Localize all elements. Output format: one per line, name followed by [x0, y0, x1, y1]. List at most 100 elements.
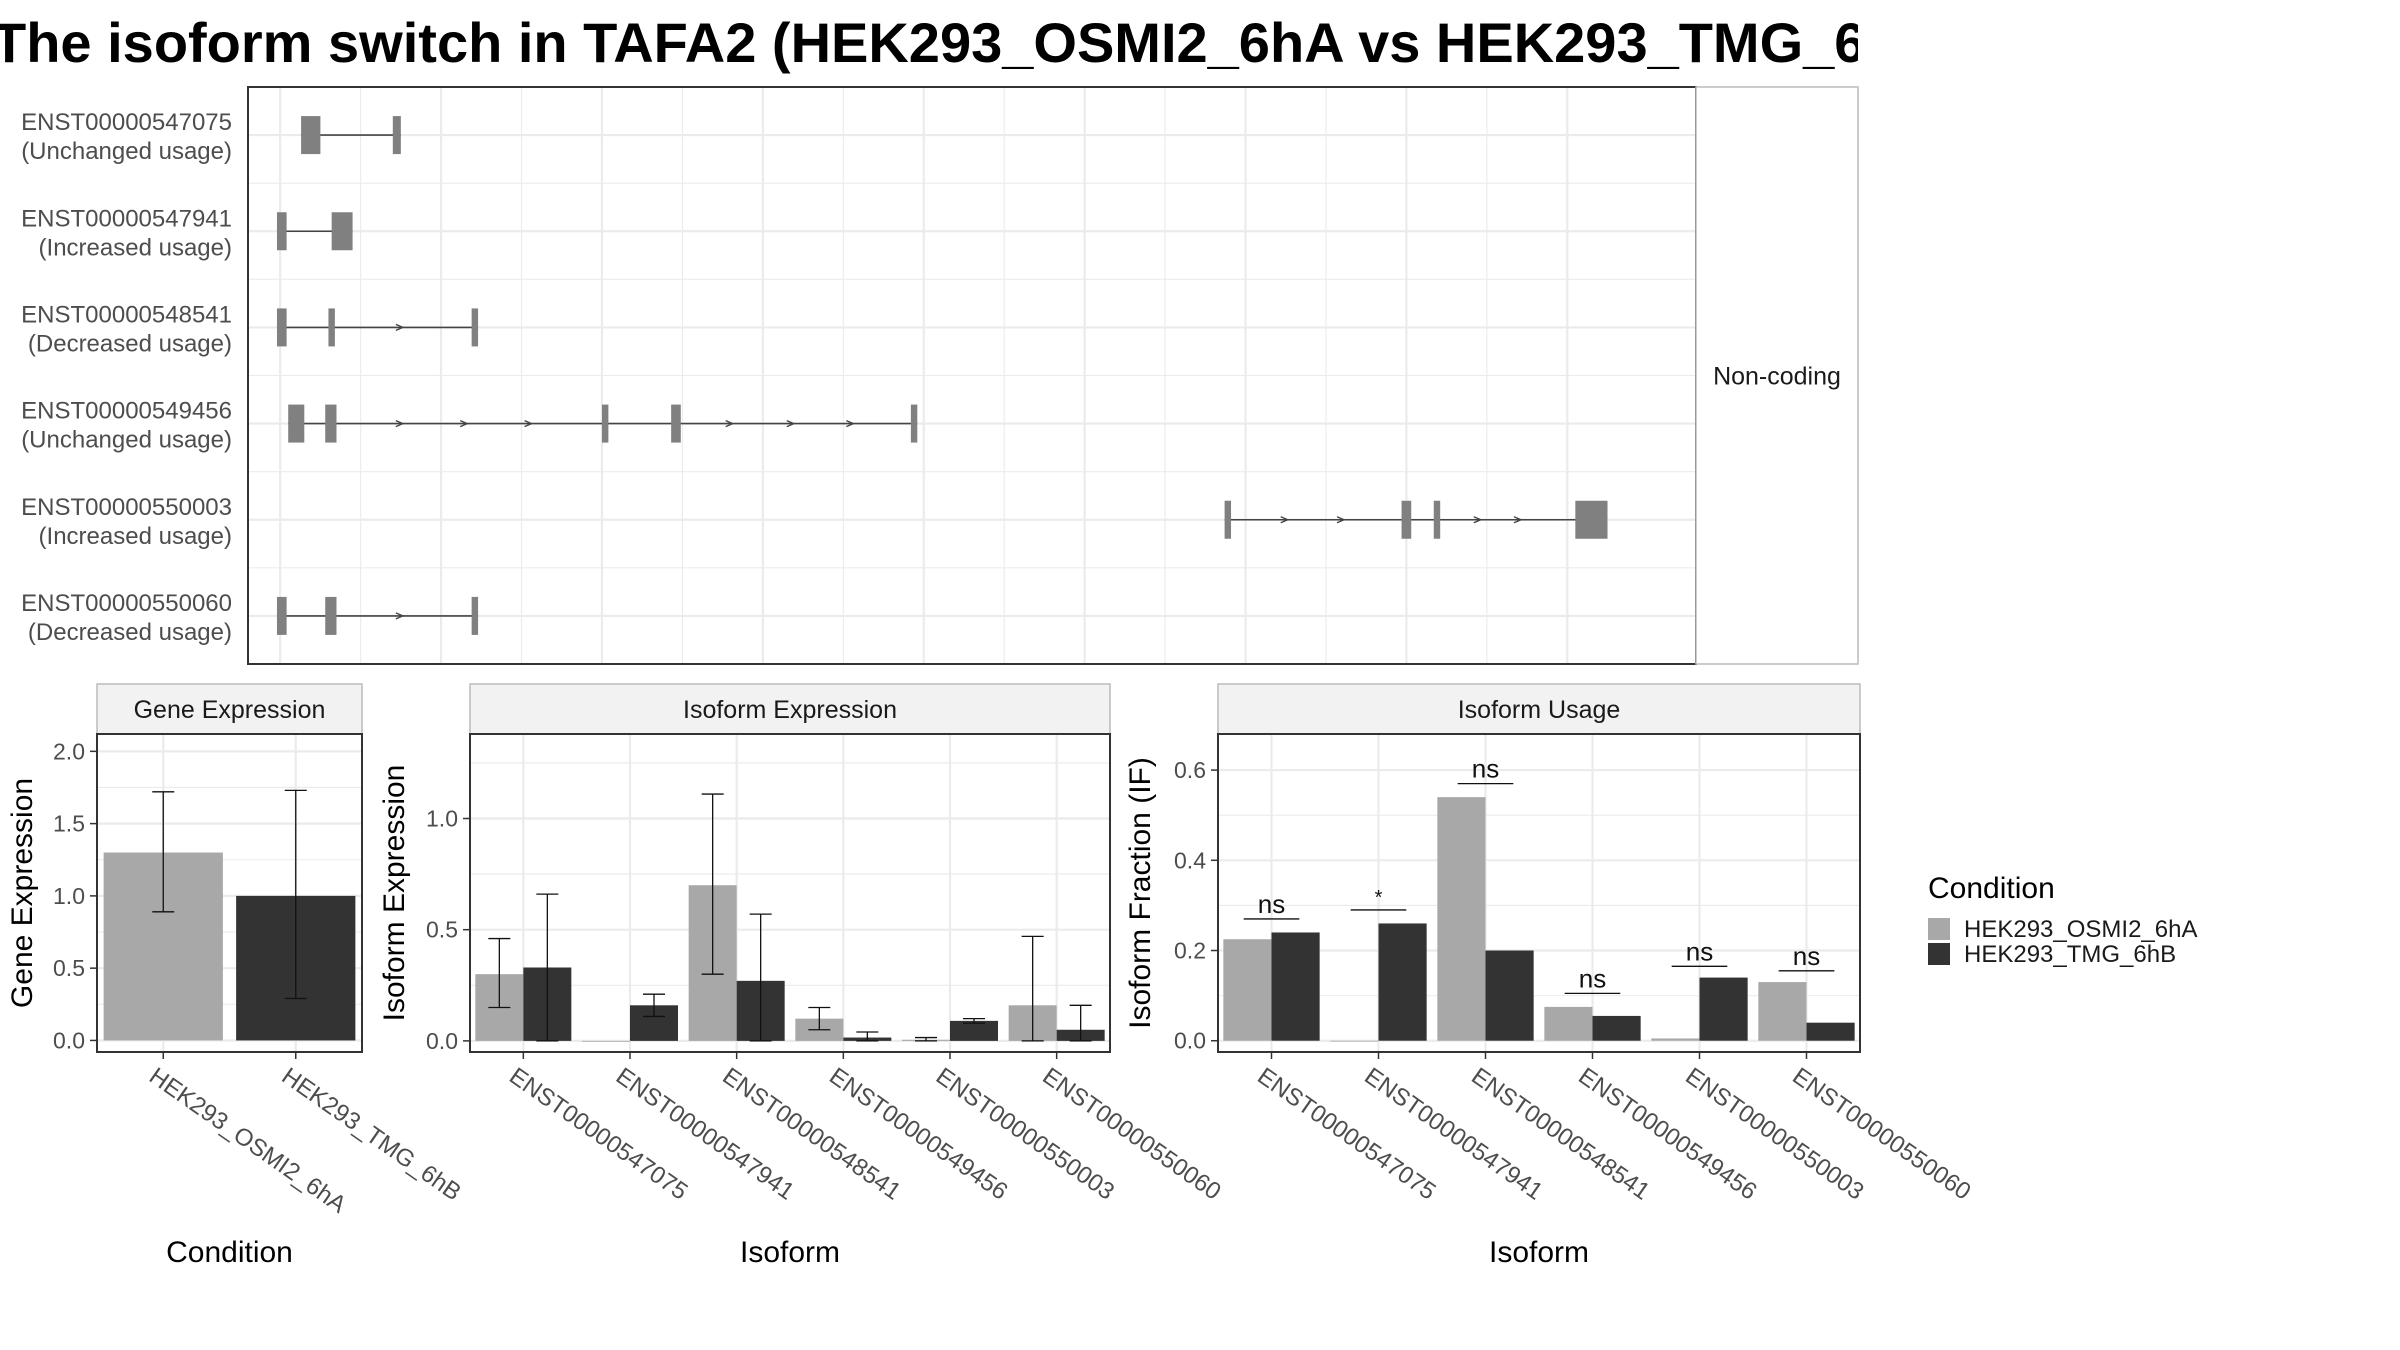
transcript-usage-label: (Decreased usage): [28, 330, 232, 357]
exon-block: [301, 116, 321, 155]
strand-arrow: [459, 419, 469, 428]
y-tick-label: 0.4: [1174, 847, 1206, 873]
x-axis-title: Isoform: [1489, 1236, 1589, 1269]
panel-strip: [96, 683, 363, 735]
y-axis-title: Isoform Fraction (IF): [1124, 757, 1157, 1029]
significance-label: ns: [1686, 936, 1713, 966]
exon-block: [671, 404, 681, 443]
y-axis-title: Gene Expression: [6, 778, 39, 1008]
legend-label: HEK293_TMG_6hB: [1964, 941, 2176, 968]
y-tick-label: 0.5: [426, 917, 458, 943]
x-tick-label: ENST00000547075: [504, 1063, 692, 1206]
facet-strip: [1695, 86, 1859, 665]
figure-title: The isoform switch in TAFA2 (HEK293_OSMI…: [0, 11, 1858, 74]
transcript-ENST00000547075: [301, 116, 401, 155]
x-tick-label: ENST00000549456: [1573, 1063, 1761, 1206]
y-tick-label: 1.0: [53, 883, 85, 909]
strand-arrow: [1473, 516, 1483, 524]
transcript-usage-label: (Unchanged usage): [21, 138, 232, 165]
exon-block: [601, 404, 609, 443]
bar: [582, 1040, 630, 1042]
x-tick-label: ENST00000550060: [1038, 1063, 1226, 1206]
transcript-ENST00000547941: [276, 212, 353, 251]
y-tick-label: 0.5: [53, 955, 85, 981]
transcript-usage-label: (Unchanged usage): [21, 427, 232, 454]
strand-arrow: [395, 419, 405, 428]
bar: [1806, 1022, 1855, 1041]
exon-block: [328, 308, 335, 347]
significance-label: ns: [1579, 963, 1606, 993]
transcript-id-label: ENST00000550060: [21, 590, 232, 617]
y-tick-label: 0.0: [1174, 1028, 1206, 1054]
bar: [1378, 923, 1427, 1041]
x-tick-label: ENST00000547941: [1359, 1063, 1547, 1206]
bar: [1699, 977, 1748, 1041]
exon-block: [392, 116, 401, 155]
facet-strip-label: Non-coding: [1713, 363, 1841, 391]
bar: [950, 1020, 998, 1041]
panel-title: Isoform Usage: [1458, 696, 1621, 724]
exon-block: [288, 404, 305, 443]
bar: [1437, 797, 1486, 1041]
x-tick-label: ENST00000547941: [611, 1063, 799, 1206]
bar: [1651, 1038, 1700, 1041]
strand-arrow: [395, 323, 405, 332]
strand-arrow: [395, 612, 405, 620]
y-tick-label: 1.0: [426, 806, 458, 832]
significance-label: ns: [1472, 754, 1499, 784]
exon-block: [471, 308, 479, 347]
significance-label: ns: [1258, 889, 1285, 919]
panel-title: Gene Expression: [134, 696, 326, 724]
exon-block: [276, 212, 287, 251]
transcript-usage-label: (Decreased usage): [28, 619, 232, 646]
x-axis-title: Isoform: [740, 1236, 840, 1269]
y-axis-title: Isoform Expression: [378, 765, 411, 1022]
transcript-id-label: ENST00000547075: [21, 109, 232, 136]
strand-arrow: [1336, 516, 1346, 524]
x-tick-label: ENST00000550060: [1787, 1063, 1975, 1206]
x-tick-label: ENST00000550003: [931, 1063, 1119, 1206]
transcript-id-label: ENST00000550003: [21, 494, 232, 521]
x-axis-title: Condition: [166, 1236, 293, 1269]
exon-block: [276, 596, 287, 635]
strand-arrow: [524, 419, 534, 428]
bar: [1758, 982, 1807, 1041]
x-tick-label: ENST00000548541: [718, 1063, 906, 1206]
transcript-id-label: ENST00000549456: [21, 398, 232, 425]
bar: [1544, 1006, 1593, 1041]
exon-block: [325, 596, 337, 635]
y-tick-label: 0.2: [1174, 938, 1206, 964]
exon-block: [331, 212, 353, 251]
exon-block: [1575, 500, 1608, 539]
transcript-ENST00000550003: [1224, 500, 1608, 539]
exon-block: [1401, 500, 1412, 539]
isoform-expression-panel: Isoform Expression 0.0 0.5 1.0 ENST000005470…: [378, 683, 1226, 1269]
bar: [1271, 932, 1320, 1041]
panel-border: [469, 733, 1111, 1053]
exon-block: [1224, 500, 1232, 539]
x-tick-label: ENST00000548541: [1466, 1063, 1654, 1206]
strand-arrow: [786, 419, 796, 428]
panel-border: [96, 733, 363, 1053]
isoform-usage-panel: Isoform Usage 0.0 0.2 0.4 0.6 ns * ns ns ns ns ENST…: [1124, 683, 1976, 1269]
y-tick-label: 0.0: [426, 1028, 458, 1054]
bar: [1330, 1040, 1379, 1042]
y-tick-label: 0.6: [1174, 757, 1206, 783]
bar: [1223, 939, 1272, 1041]
transcript-ENST00000549456: [288, 404, 918, 443]
legend-title: Condition: [1928, 872, 2055, 905]
strand-arrow: [1513, 516, 1523, 524]
y-tick-label: 2.0: [53, 738, 85, 764]
transcript-usage-label: (Increased usage): [39, 234, 232, 261]
legend-label: HEK293_OSMI2_6hA: [1964, 916, 2197, 943]
exon-block: [471, 596, 479, 635]
significance-label: ns: [1793, 941, 1820, 971]
significance-label: *: [1375, 887, 1383, 909]
panel-title: Isoform Expression: [683, 696, 897, 724]
panel-border: [1217, 733, 1861, 1053]
bar: [1592, 1015, 1641, 1041]
strand-arrow: [846, 419, 856, 428]
legend-swatch: [1928, 918, 1950, 940]
